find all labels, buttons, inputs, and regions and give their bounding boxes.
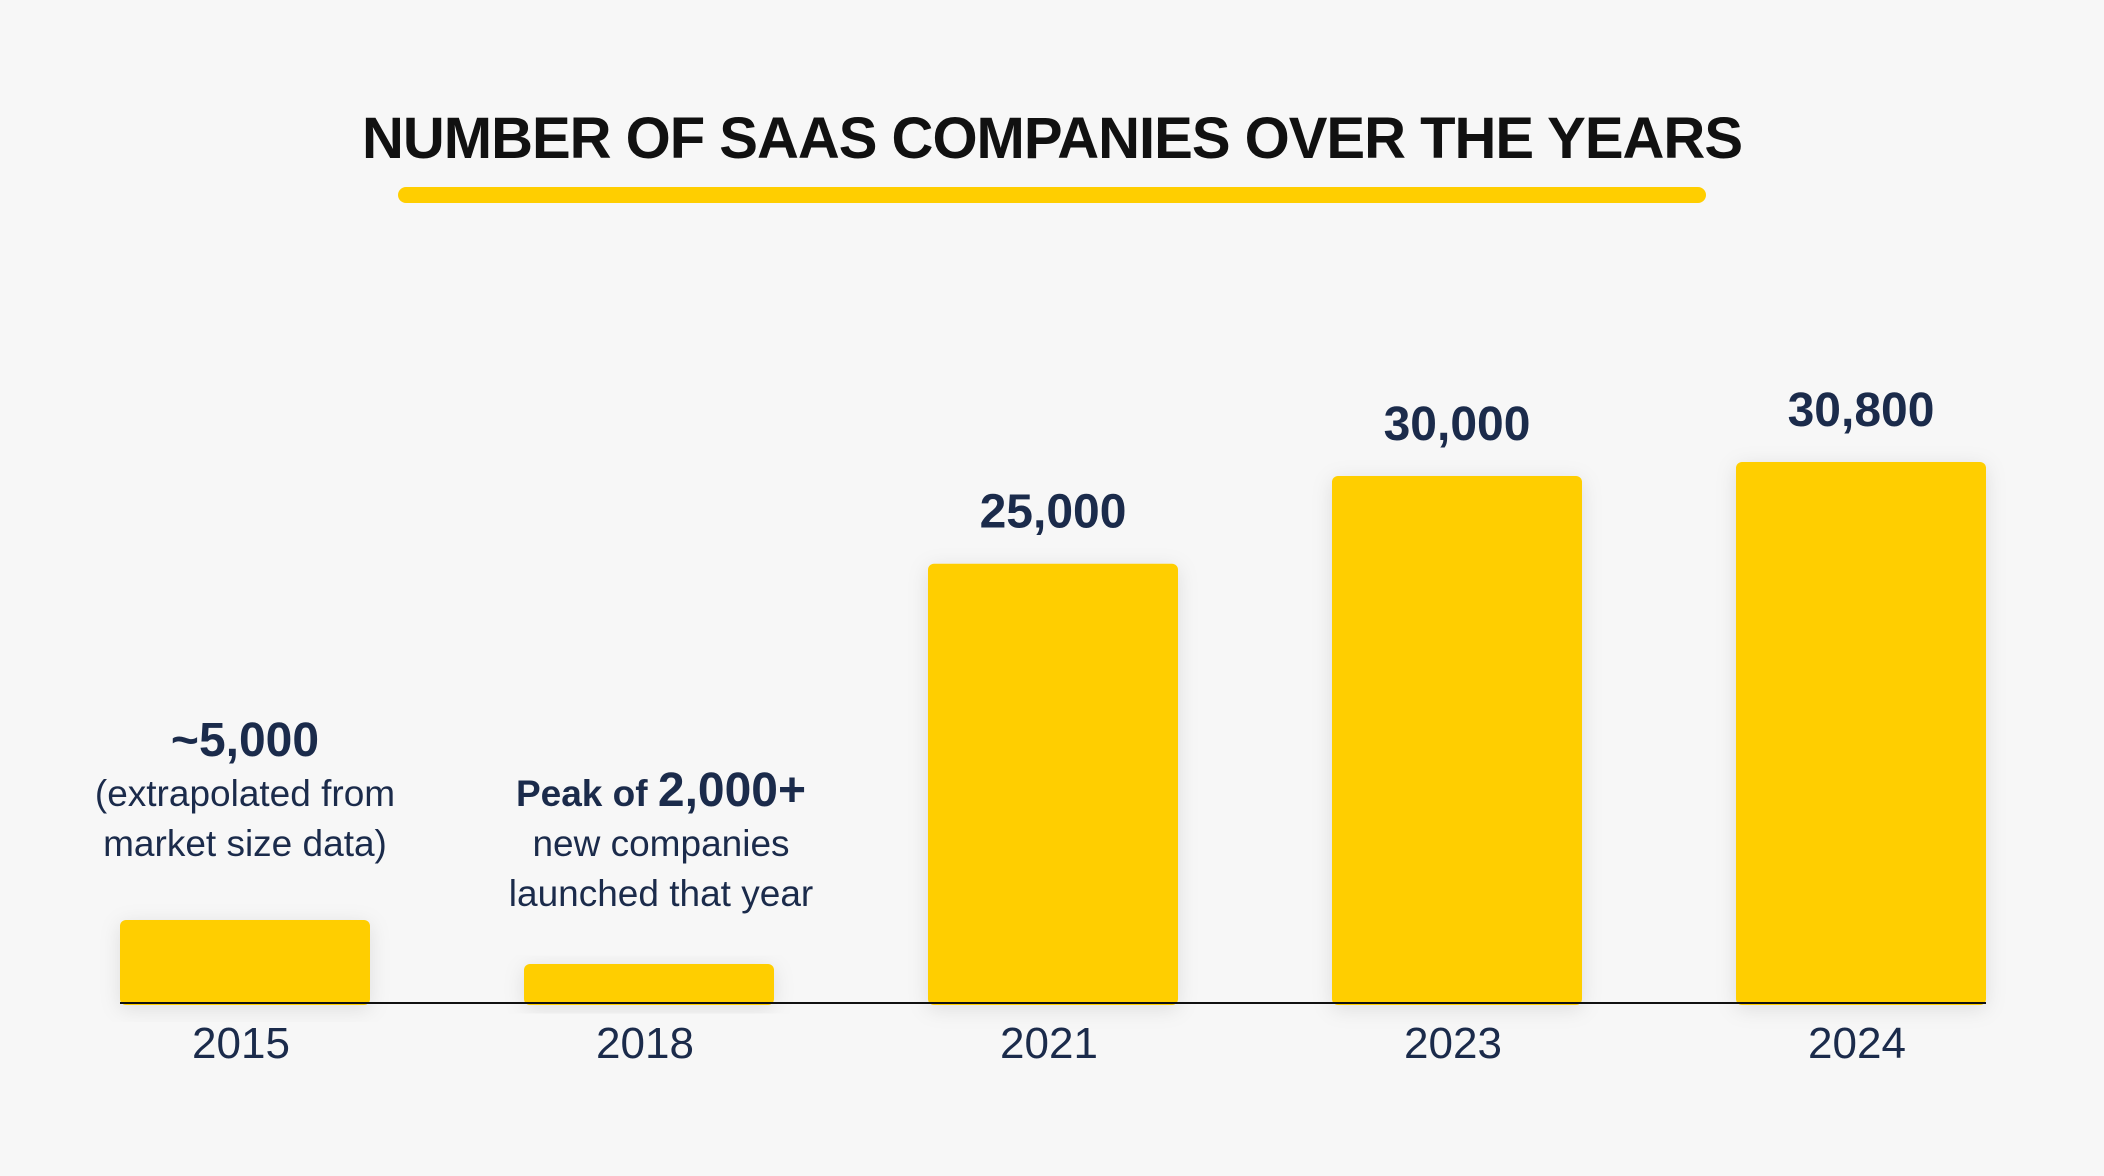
x-tick-label-2023: 2023 [1404,1019,1502,1068]
x-tick-label-2021: 2021 [1000,1019,1098,1068]
annotation-2018-prefix: Peak of [516,773,658,814]
title-underline [398,187,1706,203]
annotation-2015-line-1: (extrapolated from [95,773,395,814]
data-label-2024: 30,800 [1788,384,1935,437]
x-tick-label-2024: 2024 [1808,1019,1906,1068]
annotation-2018-headline: Peak of 2,000+ [516,764,806,817]
data-label-2018: 2,000+ [658,764,806,817]
bar-2021 [928,563,1178,1005]
bar-2024 [1736,462,1986,1005]
data-label-2021: 25,000 [980,486,1127,539]
x-tick-label-2018: 2018 [596,1019,694,1068]
chart-title: NUMBER OF SAAS COMPANIES OVER THE YEARS [361,106,1743,171]
data-label-2015: ~5,000 [171,714,319,767]
data-label-2023: 30,000 [1384,398,1531,451]
bar-2015 [120,920,370,1005]
annotation-2018-line-2: launched that year [509,873,813,914]
annotation-2015-line-2: market size data) [103,823,387,864]
bar-2018 [524,964,774,1005]
annotation-2018-line-1: new companies [532,823,789,864]
x-tick-label-2015: 2015 [192,1019,290,1068]
bar-2023 [1332,476,1582,1005]
